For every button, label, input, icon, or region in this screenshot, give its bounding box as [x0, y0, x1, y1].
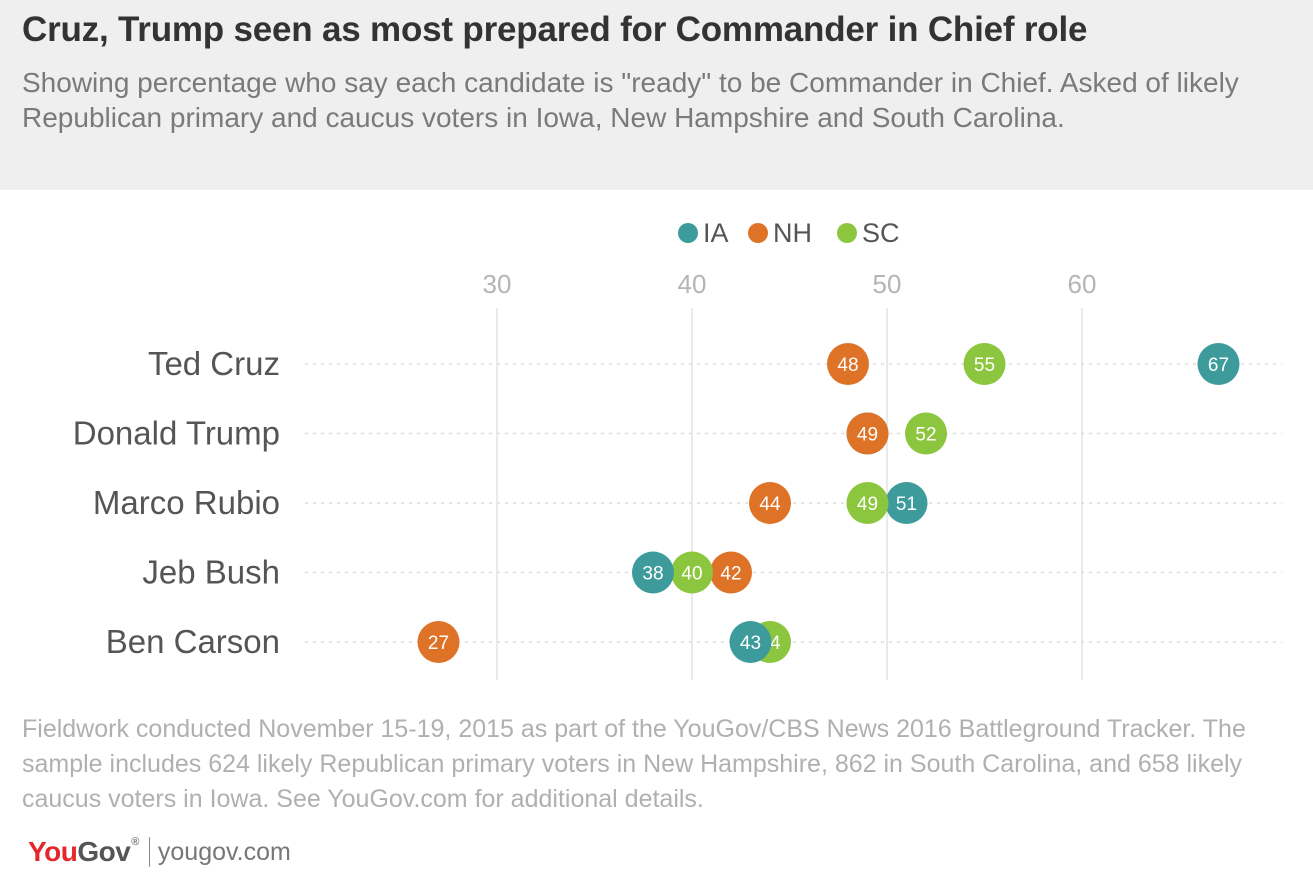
value-label-nh-ben-carson: 27: [428, 633, 449, 654]
dot-nh-ben-carson: [417, 621, 460, 663]
brand-divider: [148, 837, 150, 867]
chart-title: Cruz, Trump seen as most prepared for Co…: [22, 10, 1088, 49]
logo-you: You: [28, 836, 78, 867]
x-tick-label-40: 40: [678, 269, 707, 299]
category-label: Ted Cruz: [148, 345, 280, 382]
value-label-nh-donald-trump: 49: [857, 425, 878, 446]
legend-dot-nh: [748, 223, 768, 243]
brand-url: yougov.com: [157, 837, 291, 866]
value-label-ia-ted-cruz: 67: [1208, 355, 1229, 376]
logo-gov: Gov: [77, 836, 131, 867]
legend-label-nh: NH: [773, 218, 812, 248]
value-label-nh-jeb-bush: 42: [720, 564, 741, 585]
value-label-sc-ted-cruz: 55: [974, 355, 995, 376]
dot-sc-marco-rubio: [846, 482, 889, 524]
dot-nh-ted-cruz: [827, 343, 869, 385]
dot-sc-donald-trump: [905, 412, 947, 455]
value-label-sc-marco-rubio: 49: [857, 494, 878, 515]
brand-footer: YouGov® yougov.com: [28, 832, 291, 872]
legend-label-ia: IA: [703, 218, 729, 248]
fieldwork-footnote: Fieldwork conducted November 15-19, 2015…: [22, 715, 1246, 813]
dot-sc-jeb-bush: [671, 551, 713, 594]
legend-dot-sc: [837, 223, 857, 243]
x-tick-label-30: 30: [483, 269, 512, 299]
chart-subtitle: Showing percentage who say each candidat…: [22, 67, 1239, 133]
dot-ia-jeb-bush: [632, 551, 674, 594]
legend-label-sc: SC: [862, 218, 900, 248]
value-label-nh-marco-rubio: 44: [759, 494, 781, 515]
dot-sc-ted-cruz: [963, 343, 1006, 385]
header-panel: Cruz, Trump seen as most prepared for Co…: [0, 0, 1313, 190]
legend-dot-ia: [678, 223, 698, 243]
dot-plot-chart: 30 40 50 60 IA NH SC Ted Cruz Donald Trump Marco …: [73, 218, 1282, 680]
logo-registered-mark: ®: [131, 836, 139, 848]
value-label-sc-jeb-bush: 40: [681, 564, 702, 585]
category-label: Donald Trump: [73, 415, 280, 452]
value-label-ia-jeb-bush: 38: [642, 564, 663, 585]
dot-ia-ben-carson: [729, 621, 772, 663]
value-label-ia-marco-rubio: 51: [896, 494, 917, 515]
dot-ia-marco-rubio: [885, 482, 928, 524]
category-label: Jeb Bush: [142, 554, 280, 591]
dot-ia-ted-cruz: [1197, 343, 1240, 385]
category-label: Ben Carson: [106, 623, 280, 660]
x-tick-label-60: 60: [1068, 269, 1097, 299]
dot-nh-marco-rubio: [749, 482, 791, 524]
value-label-sc-donald-trump: 52: [915, 425, 936, 446]
x-tick-label-50: 50: [873, 269, 902, 299]
dot-nh-donald-trump: [846, 412, 889, 455]
value-label-nh-ted-cruz: 48: [837, 355, 858, 376]
dot-nh-jeb-bush: [710, 551, 752, 594]
value-label-ia-ben-carson: 43: [740, 633, 761, 654]
category-label: Marco Rubio: [93, 484, 280, 521]
yougov-logo: YouGov®: [28, 836, 139, 868]
